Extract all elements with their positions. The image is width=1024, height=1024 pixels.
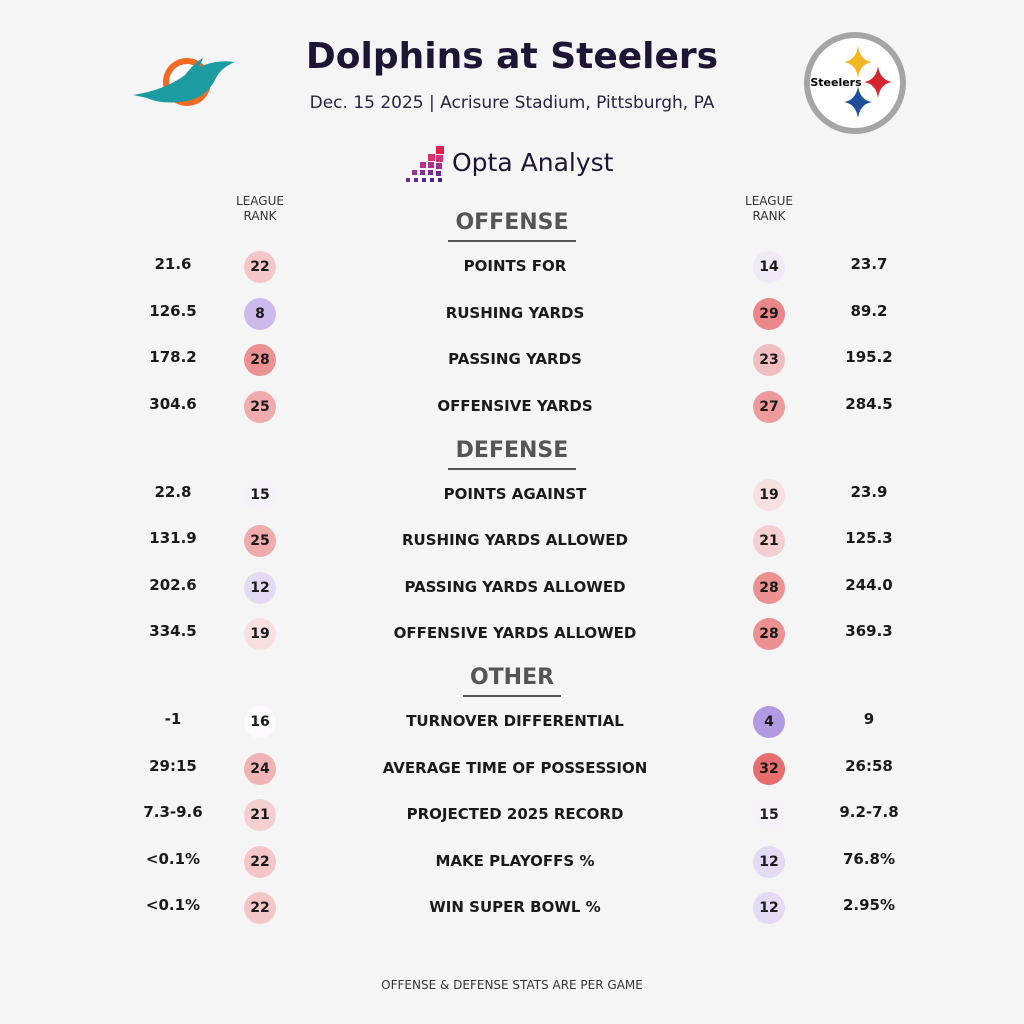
right-value: 89.2 xyxy=(850,301,888,320)
stat-label: PASSING YARDS ALLOWED xyxy=(404,577,626,596)
section-underline xyxy=(447,467,577,470)
stat-label: WIN SUPER BOWL % xyxy=(429,898,601,916)
left-value: 29:15 xyxy=(149,756,197,775)
left-value: 126.5 xyxy=(149,301,197,320)
rank-badge: 15 xyxy=(753,799,785,831)
footer: OFFENSE & DEFENSE STATS ARE PER GAME xyxy=(381,978,643,992)
rank-badge: 28 xyxy=(753,571,785,604)
right-value: 2.95% xyxy=(842,896,896,914)
right-value: 76.8% xyxy=(842,849,896,868)
rank-badge: 15 xyxy=(244,478,276,511)
stat-label: OFFENSIVE YARDS xyxy=(437,396,593,415)
rank-badge: 32 xyxy=(753,752,785,785)
home-logo: Steelers xyxy=(804,32,906,134)
rank-badge: 12 xyxy=(753,845,785,878)
home-logo-text: Steelers xyxy=(810,76,862,89)
left-value: 21.6 xyxy=(154,255,192,273)
section-title: OTHER xyxy=(469,665,555,690)
rank-badge: 22 xyxy=(244,845,276,878)
right-value: 244.0 xyxy=(845,575,893,594)
left-value: <0.1% xyxy=(145,896,201,914)
title: Dolphins at Steelers xyxy=(305,36,719,77)
right-value: 284.5 xyxy=(845,394,893,413)
rank-badge: 22 xyxy=(244,251,276,283)
stat-label: TURNOVER DIFFERENTIAL xyxy=(406,712,624,730)
stat-label: POINTS FOR xyxy=(463,257,567,275)
rank-badge: 14 xyxy=(753,251,785,283)
left-value: 178.2 xyxy=(149,348,197,366)
right-value: 23.7 xyxy=(850,255,888,273)
rank-badge: 4 xyxy=(753,706,785,738)
rank-badge: 12 xyxy=(244,571,276,604)
left-value: 304.6 xyxy=(149,394,197,413)
left-value: 22.8 xyxy=(154,482,192,501)
rank-badge: 25 xyxy=(244,390,276,423)
rank-badge: 16 xyxy=(244,706,276,738)
stat-label: POINTS AGAINST xyxy=(443,484,587,503)
stat-label: OFFENSIVE YARDS ALLOWED xyxy=(393,624,637,642)
right-value: 9 xyxy=(863,710,875,728)
rank-badge: 12 xyxy=(753,892,785,924)
rank-header: LEAGUE RANK xyxy=(236,194,284,223)
left-value: 202.6 xyxy=(149,575,197,594)
section-title: OFFENSE xyxy=(455,210,569,235)
right-value: 369.3 xyxy=(845,622,893,640)
brand: Opta Analyst xyxy=(452,148,614,177)
stat-label: MAKE PLAYOFFS % xyxy=(435,851,595,870)
section-title: DEFENSE xyxy=(455,437,569,463)
left-value: 334.5 xyxy=(149,622,197,640)
brand-icon xyxy=(406,146,444,182)
stat-label: RUSHING YARDS ALLOWED xyxy=(401,531,628,549)
rank-badge: 19 xyxy=(244,618,276,650)
rank-badge: 19 xyxy=(753,478,785,511)
rank-badge: 24 xyxy=(244,752,276,785)
stat-label: PASSING YARDS xyxy=(448,350,582,368)
rank-badge: 21 xyxy=(753,525,785,557)
rank-badge: 28 xyxy=(753,618,785,650)
rank-badge: 27 xyxy=(753,390,785,423)
left-value: <0.1% xyxy=(145,849,201,868)
rank-badge: 8 xyxy=(244,297,276,330)
section-underline xyxy=(447,240,577,242)
stat-label: RUSHING YARDS xyxy=(445,303,585,322)
left-value: 7.3-9.6 xyxy=(143,803,203,821)
section-underline xyxy=(463,695,561,697)
right-value: 26:58 xyxy=(845,756,893,775)
left-value: -1 xyxy=(164,710,182,728)
right-value: 125.3 xyxy=(845,529,893,547)
subtitle: Dec. 15 2025 | Acrisure Stadium, Pittsbu… xyxy=(309,93,715,113)
rank-badge: 28 xyxy=(244,344,276,376)
rank-badge: 21 xyxy=(244,799,276,831)
right-value: 23.9 xyxy=(850,482,888,501)
away-logo xyxy=(133,58,235,106)
right-value: 9.2-7.8 xyxy=(839,803,899,821)
stat-label: AVERAGE TIME OF POSSESSION xyxy=(382,758,648,777)
right-value: 195.2 xyxy=(845,348,893,366)
rank-badge: 23 xyxy=(753,344,785,376)
left-value: 131.9 xyxy=(149,529,197,547)
rank-badge: 25 xyxy=(244,525,276,557)
stat-label: PROJECTED 2025 RECORD xyxy=(406,805,624,823)
rank-header: LEAGUE RANK xyxy=(745,194,793,223)
rank-badge: 22 xyxy=(244,892,276,924)
rank-badge: 29 xyxy=(753,297,785,330)
